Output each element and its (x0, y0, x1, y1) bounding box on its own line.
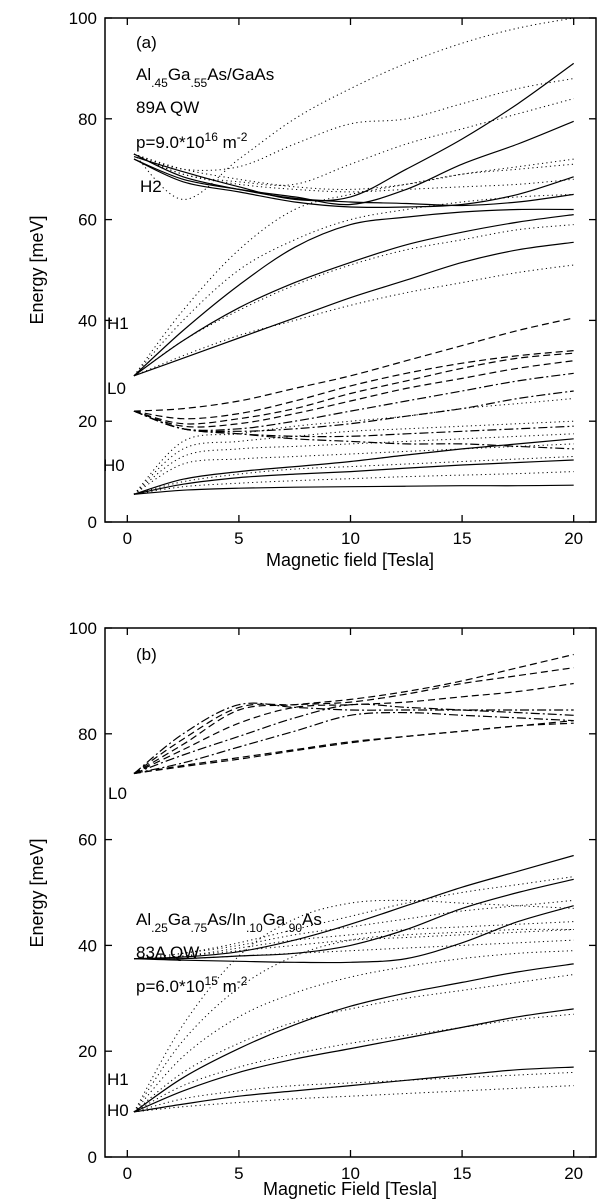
series-line-b-9 (133, 878, 574, 960)
level-label-l0-a: L0 (107, 379, 126, 398)
series-line-a-10 (133, 317, 574, 412)
y-tick-label-a-5: 100 (69, 9, 97, 28)
y-axis-label-b: Energy [meV] (27, 838, 47, 947)
panel-label-a: (a) (136, 33, 157, 52)
x-tick-label-b-1: 5 (234, 1164, 243, 1183)
y-tick-label-b-1: 20 (78, 1042, 97, 1061)
series-line-b-3 (133, 667, 574, 774)
x-axis-label-b: Magnetic Field [Tesla] (263, 1179, 437, 1199)
level-label-h0-a: H0 (103, 456, 125, 475)
series-line-a-25 (133, 224, 574, 377)
series-line-a-19 (133, 78, 574, 171)
series-line-b-0 (133, 722, 574, 775)
series-line-b-4 (133, 682, 574, 775)
series-line-b-24 (133, 1071, 574, 1113)
series-layer-a (133, 17, 575, 495)
x-tick-label-a-4: 20 (564, 529, 583, 548)
density-label-a: p=9.0*1016 m-2 (136, 130, 248, 152)
x-tick-label-b-4: 20 (564, 1164, 583, 1183)
series-line-a-32 (133, 471, 574, 495)
panel-label-b: (b) (136, 645, 157, 664)
series-line-b-11 (133, 963, 574, 1113)
x-tick-label-b-3: 15 (453, 1164, 472, 1183)
level-label-h0-b: H0 (107, 1101, 129, 1120)
ticks-layer-a: 0 5 10 15 20 0 20 40 60 80 100 (69, 9, 596, 548)
y-tick-label-a-4: 80 (78, 110, 97, 129)
series-line-a-8 (133, 459, 574, 495)
y-tick-label-a-1: 20 (78, 412, 97, 431)
level-label-h2: H2 (140, 177, 162, 196)
series-line-b-7 (133, 711, 574, 775)
x-tick-label-a-0: 0 (123, 529, 132, 548)
series-line-b-6 (133, 703, 574, 775)
series-line-a-13 (133, 360, 574, 428)
series-line-b-8 (133, 854, 574, 960)
series-line-b-23 (133, 1013, 574, 1113)
y-axis-label-a: Energy [meV] (27, 215, 47, 324)
series-line-a-5 (133, 214, 574, 377)
series-line-b-13 (133, 1066, 574, 1113)
series-line-a-24 (133, 193, 574, 377)
series-line-a-14 (133, 372, 574, 431)
y-tick-label-a-0: 0 (88, 513, 97, 532)
panel-a: 0 5 10 15 20 0 20 40 60 80 100 (a) Al.45Ga.55As/Ga… (27, 9, 597, 570)
series-line-a-27 (133, 398, 574, 495)
series-line-a-1 (133, 62, 575, 202)
y-tick-label-a-3: 60 (78, 211, 97, 230)
panel-b: 0 5 10 15 20 0 20 40 60 80 100 (b) L0 Al.25Ga.75As… (27, 619, 597, 1199)
series-layer-b (133, 653, 574, 1113)
density-label-b: p=6.0*1015 m-2 (136, 974, 248, 996)
series-line-a-17 (133, 410, 574, 450)
series-line-b-14 (133, 876, 574, 960)
series-line-a-31 (133, 456, 574, 495)
series-line-a-11 (133, 350, 574, 420)
series-line-a-4 (133, 208, 574, 377)
level-label-h1-a: H1 (107, 314, 129, 333)
series-line-a-0 (133, 153, 574, 207)
x-tick-label-a-1: 5 (234, 529, 243, 548)
level-label-h1-b: H1 (107, 1070, 129, 1089)
y-tick-label-b-5: 100 (69, 619, 97, 638)
series-line-a-9 (133, 484, 574, 495)
series-line-a-6 (133, 241, 574, 377)
series-line-b-12 (133, 1008, 574, 1113)
x-tick-label-a-2: 10 (341, 529, 360, 548)
series-line-b-18 (133, 939, 574, 960)
series-line-a-3 (133, 158, 574, 209)
series-line-b-5 (133, 702, 574, 774)
series-line-a-18 (133, 17, 574, 200)
series-line-b-19 (133, 899, 574, 1113)
y-tick-label-a-2: 40 (78, 311, 97, 330)
series-line-a-12 (133, 352, 574, 425)
x-axis-label-a: Magnetic field [Tesla] (266, 550, 434, 570)
well-label-a: 89A QW (136, 98, 199, 117)
y-tick-label-b-2: 40 (78, 936, 97, 955)
series-line-a-21 (133, 153, 574, 190)
plot-frame-b (104, 627, 597, 1158)
ticks-layer-b: 0 5 10 15 20 0 20 40 60 80 100 (69, 619, 596, 1183)
x-tick-label-b-0: 0 (123, 1164, 132, 1183)
series-line-a-2 (133, 120, 574, 206)
series-line-b-2 (133, 653, 574, 775)
level-label-l0-b: L0 (108, 784, 127, 803)
series-line-a-26 (133, 264, 574, 377)
x-tick-label-b-2: 10 (341, 1164, 360, 1183)
series-line-a-15 (133, 390, 574, 432)
y-tick-label-b-4: 80 (78, 725, 97, 744)
series-line-b-25 (133, 1085, 574, 1113)
well-label-b: 83A QW (136, 943, 199, 962)
series-line-b-21 (133, 950, 574, 1113)
series-line-a-28 (133, 420, 574, 495)
structure-label-a: Al.45Ga.55As/GaAs (136, 65, 274, 90)
series-line-a-7 (133, 438, 574, 495)
structure-label-b: Al.25Ga.75As/In.10Ga.90As (136, 910, 322, 935)
y-tick-label-b-0: 0 (88, 1148, 97, 1167)
series-line-b-10 (133, 905, 574, 964)
series-line-b-22 (133, 974, 574, 1113)
y-tick-label-b-3: 60 (78, 831, 97, 850)
x-tick-label-a-3: 15 (453, 529, 472, 548)
series-line-a-20 (133, 98, 574, 186)
